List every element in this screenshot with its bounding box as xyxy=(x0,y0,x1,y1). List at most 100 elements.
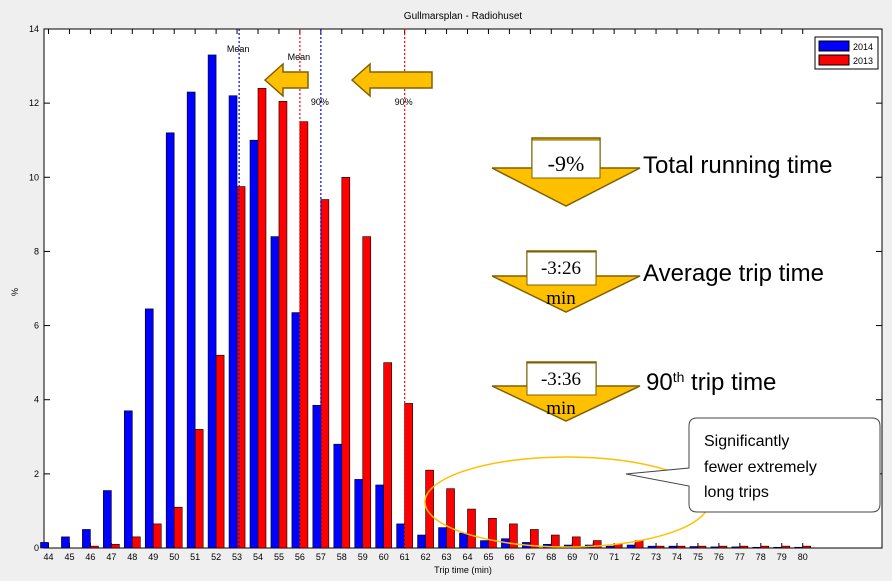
stat-value-90th: -3:36 xyxy=(541,369,581,390)
y-tick-label: 14 xyxy=(29,24,39,34)
x-tick-label: 68 xyxy=(546,552,556,562)
x-tick-label: 62 xyxy=(421,552,431,562)
bar-2014-58 xyxy=(333,443,343,549)
bar-2014-49 xyxy=(144,308,154,549)
bar-2014-54 xyxy=(249,139,259,549)
x-tick-label: 49 xyxy=(148,552,158,562)
bar-2013-58 xyxy=(341,176,351,549)
legend-swatch-2014 xyxy=(818,40,850,52)
x-tick-label: 79 xyxy=(777,552,787,562)
bar-2013-49 xyxy=(152,523,162,549)
x-tick-label: 57 xyxy=(316,552,326,562)
x-tick-label: 78 xyxy=(756,552,766,562)
stat-caption-total: Total running time xyxy=(643,152,832,179)
bar-2013-65 xyxy=(488,518,497,549)
bar-2014-72 xyxy=(626,544,636,549)
x-tick-label: 52 xyxy=(211,552,221,562)
callout-line-2: fewer extremely xyxy=(704,459,817,476)
bar-2013-53 xyxy=(236,186,246,549)
stat-total-running-time: -9% Total running time xyxy=(491,137,832,207)
x-tick-label: 80 xyxy=(798,552,808,562)
stat-90th-trip-time: -3:36 min 90th trip time xyxy=(491,361,776,422)
bar-2013-76 xyxy=(718,545,728,549)
bar-2013-60 xyxy=(383,362,393,549)
bar-2013-64 xyxy=(467,508,476,549)
bar-2013-75 xyxy=(697,545,707,549)
reference-line-label-1: Mean xyxy=(288,52,311,62)
x-tick-label: 51 xyxy=(190,552,200,562)
x-tick-label: 61 xyxy=(400,552,410,562)
x-tick-label: 55 xyxy=(274,552,284,562)
bar-2014-48 xyxy=(124,410,133,549)
x-tick-label: 58 xyxy=(337,552,347,562)
bar-2013-51 xyxy=(194,429,204,549)
bar-2014-56 xyxy=(291,312,301,549)
x-tick-label: 65 xyxy=(483,552,493,562)
x-tick-label: 71 xyxy=(609,552,619,562)
bar-2014-61 xyxy=(396,523,405,549)
reference-line-label-0: Mean xyxy=(227,44,250,54)
legend-swatch-2013 xyxy=(818,54,850,66)
bar-2014-44 xyxy=(40,542,49,549)
bar-2014-63 xyxy=(438,527,447,549)
bar-2014-51 xyxy=(186,91,196,549)
x-tick-label: 59 xyxy=(358,552,368,562)
bar-2013-55 xyxy=(278,100,288,549)
bar-2013-62 xyxy=(425,469,434,549)
y-tick-label: 4 xyxy=(34,395,39,405)
y-tick-label: 8 xyxy=(34,246,39,256)
x-tick-label: 48 xyxy=(127,552,137,562)
x-tick-label: 76 xyxy=(714,552,724,562)
x-tick-label: 72 xyxy=(630,552,640,562)
x-tick-label: 44 xyxy=(43,552,53,562)
x-tick-label: 77 xyxy=(735,552,745,562)
y-tick-label: 12 xyxy=(29,98,39,108)
bar-2014-65 xyxy=(480,540,489,549)
reference-line-label-3: 90% xyxy=(395,97,413,107)
x-tick-label: 74 xyxy=(672,552,682,562)
bar-2014-79 xyxy=(773,546,783,549)
stat-value-90th-unit: min xyxy=(546,398,576,419)
bar-2013-78 xyxy=(760,545,770,549)
callout-line-1: Significantly xyxy=(704,433,789,450)
x-tick-label: 75 xyxy=(693,552,703,562)
legend-label-2013: 2013 xyxy=(853,56,873,66)
y-tick-label: 6 xyxy=(34,321,39,331)
stat-value-average-unit: min xyxy=(546,288,576,309)
x-tick-label: 66 xyxy=(504,552,514,562)
x-tick-label: 64 xyxy=(462,552,472,562)
bar-2014-59 xyxy=(354,479,364,549)
bar-2014-80 xyxy=(794,546,804,549)
x-tick-label: 56 xyxy=(295,552,305,562)
x-tick-label: 73 xyxy=(651,552,661,562)
bar-2013-70 xyxy=(592,540,602,549)
bar-2013-47 xyxy=(111,543,120,549)
bar-2013-73 xyxy=(655,545,665,549)
mean-shift-arrow-2 xyxy=(350,62,433,98)
bar-2014-50 xyxy=(165,132,175,549)
chart-title: Gullmarsplan - Radiohuset xyxy=(404,11,523,22)
bar-2014-62 xyxy=(417,534,426,549)
bar-2013-48 xyxy=(132,536,141,549)
bar-2014-55 xyxy=(270,236,280,549)
x-tick-label: 54 xyxy=(253,552,263,562)
mean-shift-arrow-1 xyxy=(263,62,309,98)
x-tick-label: 63 xyxy=(442,552,452,562)
bar-2014-47 xyxy=(103,490,112,549)
y-tick-label: 2 xyxy=(34,469,39,479)
stat-caption-average: Average trip time xyxy=(643,260,824,287)
bar-2014-57 xyxy=(312,404,322,549)
x-tick-label: 53 xyxy=(232,552,242,562)
legend-label-2014: 2014 xyxy=(853,42,873,52)
bar-2013-63 xyxy=(446,488,455,549)
legend: 2014 2013 xyxy=(814,36,879,70)
bar-2013-68 xyxy=(550,534,560,549)
bar-2014-52 xyxy=(207,54,217,549)
bar-2013-61 xyxy=(404,403,413,549)
bar-2014-73 xyxy=(647,545,657,549)
stat-caption-90th: 90th trip time xyxy=(646,369,776,396)
stat-value-average: -3:26 xyxy=(541,258,581,279)
x-axis-label: Trip time (min) xyxy=(434,565,492,575)
